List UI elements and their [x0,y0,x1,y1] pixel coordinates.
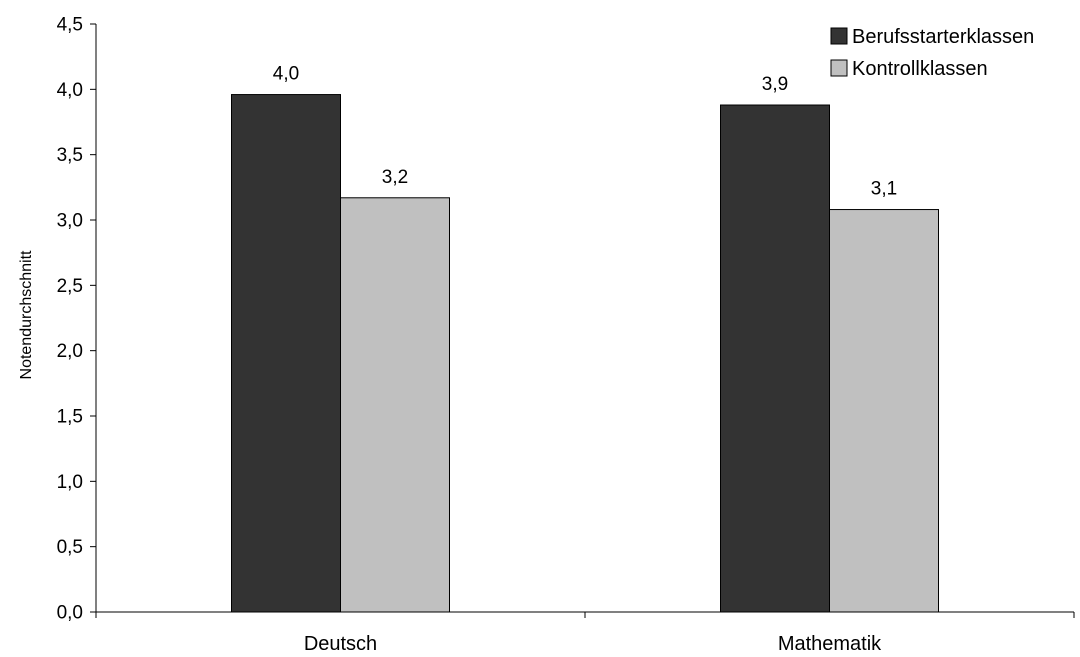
y-tick-label: 0,0 [57,603,83,624]
y-tick-label: 1,0 [57,472,83,493]
y-tick-label: 4,5 [57,15,83,36]
x-category-label: Mathematik [778,633,882,655]
x-category-label: Deutsch [304,633,377,655]
y-tick-label: 0,5 [57,537,83,558]
bars [231,94,939,613]
y-tick-label: 2,0 [57,341,83,362]
bar-kontrollklassen-deutsch [340,197,450,613]
y-axis-title: Notendurchschnitt [18,250,35,380]
y-tick-label: 3,0 [57,211,83,232]
y-tick-label: 1,5 [57,407,83,428]
data-label: 4,0 [273,64,299,85]
y-tick-label: 4,0 [57,80,83,101]
y-tick-label: 3,5 [57,145,83,166]
bar-kontrollklassen-mathematik [829,209,939,613]
bar-berufsstarterklassen-deutsch [231,94,341,613]
y-tick-label: 2,5 [57,276,83,297]
data-label: 3,9 [762,74,788,95]
legend-label: Kontrollklassen [852,58,988,80]
bar-berufsstarterklassen-mathematik [720,104,830,613]
data-label: 3,1 [871,179,897,200]
legend-swatch [830,27,848,45]
legend: Berufsstarterklassen Kontrollklassen [830,26,1034,80]
legend-label: Berufsstarterklassen [852,26,1034,48]
data-label: 3,2 [382,167,408,188]
data-labels: 4,0 3,2 Deutsch 3,9 3,1 Mathematik [273,64,897,655]
legend-swatch [830,59,848,77]
